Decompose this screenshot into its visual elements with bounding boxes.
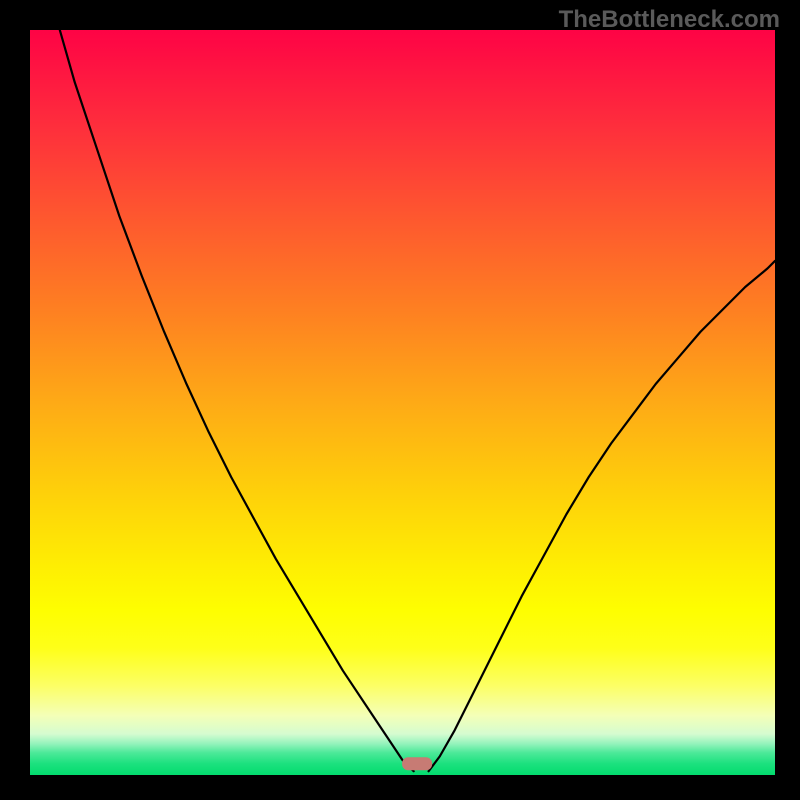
chart-container: TheBottleneck.com bbox=[0, 0, 800, 800]
vertex-marker bbox=[402, 757, 432, 770]
plot-area bbox=[30, 30, 775, 775]
plot-svg bbox=[30, 30, 775, 775]
watermark-text: TheBottleneck.com bbox=[559, 6, 780, 34]
